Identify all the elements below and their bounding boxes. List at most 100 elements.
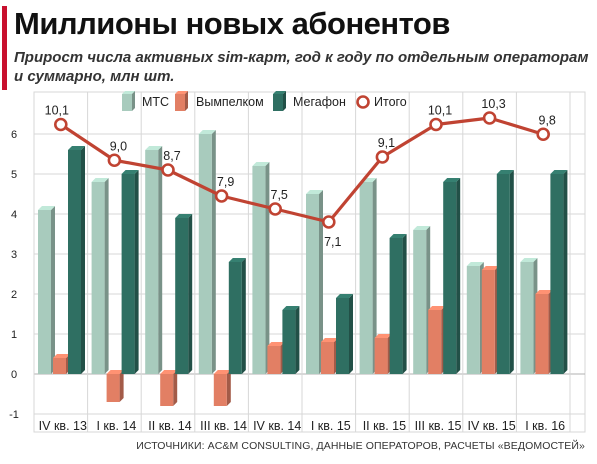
bar-megafon: [228, 258, 246, 374]
total-data-label: 9,8: [539, 113, 556, 127]
bar-mts-front: [91, 182, 105, 374]
bars-layer: [38, 130, 568, 406]
bar-mts-side: [158, 146, 163, 374]
y-tick-label: -1: [9, 409, 19, 421]
bar-beeline-front: [428, 310, 442, 374]
bar-megafon-side: [134, 170, 139, 374]
bar-megafon-side: [349, 294, 353, 374]
total-point: [107, 153, 122, 168]
bar-mts: [91, 178, 109, 374]
y-tick-label: 1: [11, 329, 17, 341]
legend: МТС Вымпелком Мегафон Итого: [122, 91, 407, 111]
bar-megafon-side: [241, 258, 246, 374]
bar-beeline-top: [481, 266, 499, 270]
bar-beeline-front: [106, 374, 120, 402]
y-tick-label: 0: [11, 369, 17, 381]
bar-megafon-front: [443, 182, 457, 374]
bar-beeline-top: [428, 306, 446, 310]
legend-swatch-beeline-front: [175, 94, 185, 111]
bar-megafon-side: [295, 306, 300, 374]
bar-mts-front: [466, 266, 480, 374]
bar-megafon-top: [68, 146, 85, 150]
bar-megafon-front: [336, 298, 349, 374]
legend-swatch-mts: [122, 91, 135, 111]
bar-megafon-top: [389, 234, 407, 238]
total-point: [214, 189, 229, 203]
bar-megafon: [389, 234, 407, 374]
legend-swatch-mts-side: [132, 91, 135, 111]
total-data-label: 7,5: [271, 188, 288, 202]
bar-mts-front: [198, 134, 212, 374]
x-tick-label: IV кв. 14: [253, 419, 301, 433]
total-point: [429, 117, 443, 132]
bar-beeline-top: [267, 342, 285, 346]
bar-mts-side: [211, 130, 216, 374]
bar-megafon: [336, 294, 353, 374]
total-data-label: 10,1: [45, 104, 69, 118]
bar-mts: [198, 130, 216, 374]
bar-mts: [359, 178, 377, 374]
bar-megafon: [496, 170, 514, 374]
x-tick-label: III кв. 15: [415, 419, 462, 433]
bar-beeline-top: [106, 370, 124, 374]
total-line: [59, 116, 544, 224]
bar-megafon-top: [175, 214, 193, 218]
bar-megafon-side: [402, 234, 407, 374]
total-line-layer: 10,1 9,0 8,7 7,9 7,5 7,1 9,1 10,1 10,3 9,8: [45, 97, 556, 249]
x-tick-label: I кв. 16: [525, 419, 565, 433]
y-tick-label: 6: [11, 129, 17, 141]
bar-megafon-top: [282, 306, 300, 310]
bar-mts-side: [319, 190, 323, 374]
bar-mts-front: [252, 166, 266, 374]
source-note: ИСТОЧНИКИ: AC&M CONSULTING, ДАННЫЕ ОПЕРА…: [136, 440, 585, 452]
legend-swatch-megafon-side: [283, 91, 286, 111]
bar-beeline-front: [160, 374, 174, 406]
bar-mts-side: [265, 162, 270, 374]
bar-beeline-side: [173, 370, 178, 406]
bar-megafon: [443, 178, 461, 374]
legend-label-beeline: Вымпелком: [196, 95, 264, 109]
legend-swatch-megafon: [273, 91, 286, 111]
bar-mts-front: [359, 182, 373, 374]
total-point: [375, 150, 390, 164]
total-data-label: 10,3: [481, 97, 505, 111]
bar-megafon-side: [563, 170, 568, 374]
bar-megafon-side: [509, 170, 514, 374]
bar-beeline-front: [481, 270, 495, 374]
bar-megafon-front: [389, 238, 403, 374]
bar-beeline: [321, 338, 338, 374]
bar-beeline: [428, 306, 446, 374]
bar-mts-front: [520, 262, 534, 374]
y-tick-label: 3: [11, 249, 17, 261]
legend-swatch-total: [356, 95, 370, 109]
total-data-label: 7,1: [324, 235, 341, 249]
legend-swatch-mts-front: [122, 94, 132, 111]
bar-mts: [306, 190, 323, 374]
y-tick-label: 5: [11, 169, 17, 181]
x-axis: IV кв. 13 I кв. 14 II кв. 14 III кв. 14 IV к…: [39, 419, 566, 433]
bar-mts-top: [306, 190, 323, 194]
x-tick-label: IV кв. 15: [467, 419, 515, 433]
total-data-label: 7,9: [217, 175, 234, 189]
bar-megafon-front: [550, 174, 564, 374]
legend-swatch-beeline: [175, 91, 188, 111]
bar-beeline: [481, 266, 499, 374]
bar-megafon-front: [496, 174, 510, 374]
bar-mts: [252, 162, 270, 374]
bar-mts-front: [413, 230, 427, 374]
bar-mts: [145, 146, 163, 374]
bar-megafon-front: [282, 310, 296, 374]
bar-mts-top: [91, 178, 109, 182]
bar-mts: [520, 258, 538, 374]
bar-mts-front: [38, 210, 51, 374]
chart-title: Миллионы новых абонентов: [14, 6, 450, 41]
bar-megafon: [68, 146, 85, 374]
bar-beeline-side: [226, 370, 231, 406]
bar-mts-top: [413, 226, 431, 230]
bar-megafon: [282, 306, 300, 374]
bar-beeline-front: [213, 374, 227, 406]
legend-swatch-megafon-front: [273, 94, 283, 111]
bar-megafon-top: [496, 170, 514, 174]
bar-beeline: [53, 354, 70, 374]
bar-mts-front: [306, 194, 319, 374]
